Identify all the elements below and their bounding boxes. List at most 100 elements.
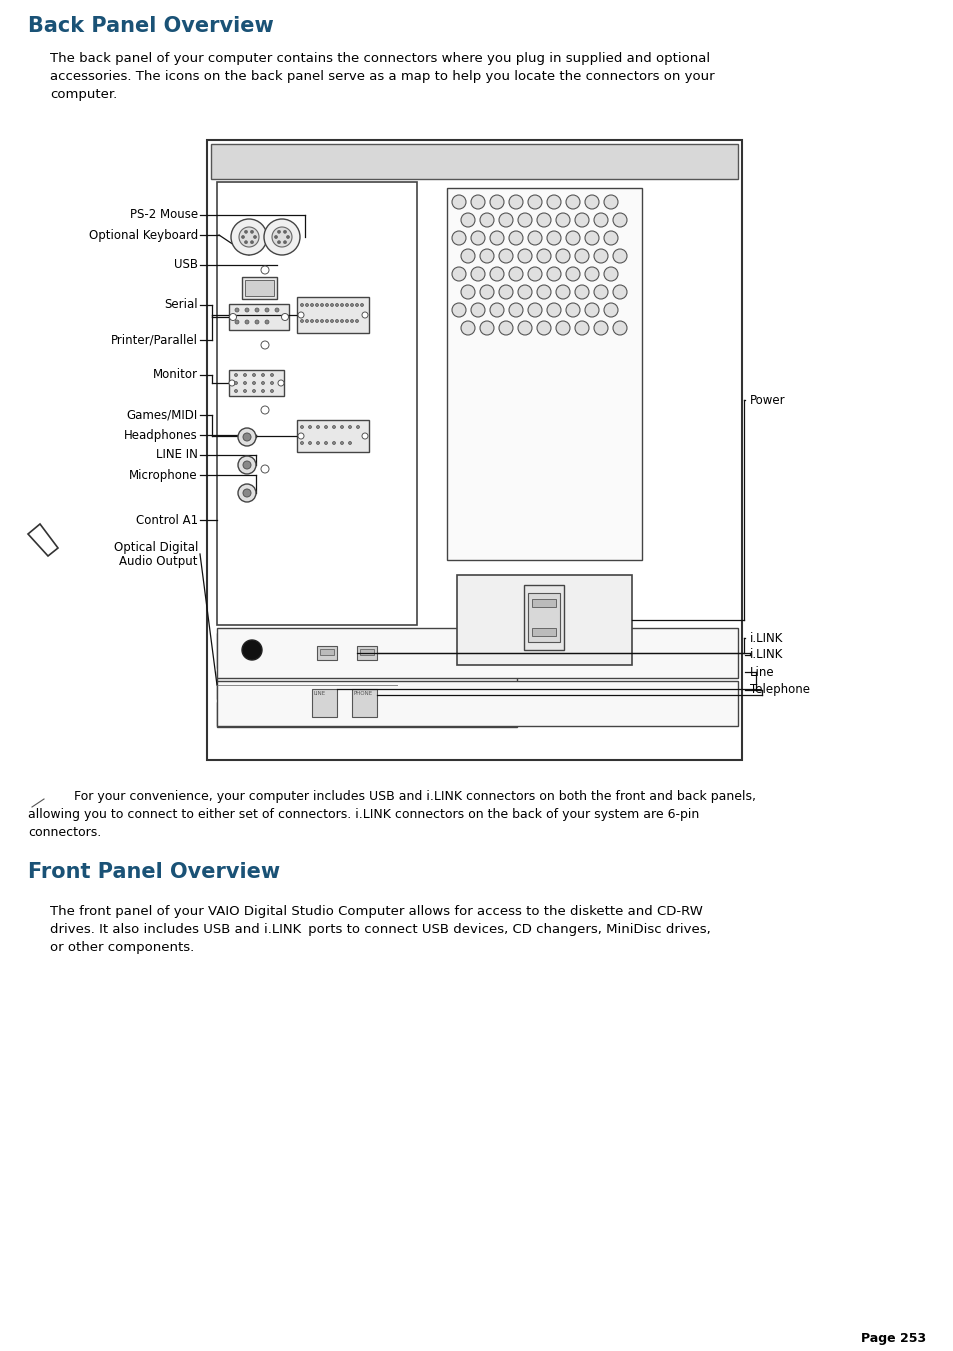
Circle shape [261,373,264,377]
Circle shape [517,322,532,335]
Circle shape [546,303,560,317]
Circle shape [234,389,237,393]
Circle shape [277,230,280,234]
Circle shape [460,249,475,263]
Circle shape [517,285,532,299]
Circle shape [265,320,269,324]
Circle shape [575,213,588,227]
Circle shape [584,267,598,281]
Circle shape [243,461,251,469]
Text: Serial: Serial [164,299,198,312]
Circle shape [556,322,569,335]
Circle shape [565,267,579,281]
Text: Front Panel Overview: Front Panel Overview [28,862,280,882]
Circle shape [350,319,354,323]
Circle shape [471,267,484,281]
Bar [527,593,559,642]
Circle shape [308,442,312,444]
Bar [245,280,274,296]
Circle shape [546,267,560,281]
Circle shape [603,267,618,281]
Circle shape [345,304,348,307]
Circle shape [471,195,484,209]
Circle shape [335,319,338,323]
Bar [216,634,517,667]
Circle shape [509,231,522,245]
Circle shape [237,428,255,446]
Circle shape [613,213,626,227]
Circle shape [251,240,253,243]
Bar [532,598,556,607]
Circle shape [324,426,327,428]
Circle shape [265,308,269,312]
Circle shape [310,304,314,307]
Circle shape [565,303,579,317]
Text: Optical Digital: Optical Digital [113,542,198,554]
Circle shape [340,442,343,444]
Circle shape [348,426,351,428]
Circle shape [274,308,278,312]
Circle shape [584,231,598,245]
Circle shape [261,465,269,473]
Circle shape [490,195,503,209]
Circle shape [452,267,465,281]
Bar [447,188,641,561]
Bar [229,304,289,330]
Circle shape [242,640,262,661]
Circle shape [360,304,363,307]
Circle shape [460,213,475,227]
Circle shape [253,373,255,377]
Circle shape [345,319,348,323]
Circle shape [546,195,560,209]
Bar [316,646,336,661]
Circle shape [305,304,308,307]
Circle shape [297,434,304,439]
Circle shape [271,373,274,377]
Circle shape [460,322,475,335]
Bar [356,646,376,661]
Circle shape [277,240,280,243]
Text: Optional Keyboard: Optional Keyboard [89,228,198,242]
Circle shape [231,219,267,255]
Circle shape [261,407,269,413]
Circle shape [556,285,569,299]
Circle shape [330,304,334,307]
Circle shape [460,285,475,299]
Circle shape [498,249,513,263]
Circle shape [261,389,264,393]
Circle shape [527,267,541,281]
Text: Page 253: Page 253 [860,1332,925,1346]
Circle shape [517,249,532,263]
Circle shape [244,230,247,234]
Text: Audio Output: Audio Output [119,555,198,569]
Circle shape [603,231,618,245]
Bar [229,370,284,396]
Circle shape [251,230,253,234]
Circle shape [537,213,551,227]
Circle shape [603,195,618,209]
Circle shape [261,266,269,274]
Circle shape [356,426,359,428]
Circle shape [244,240,247,243]
Circle shape [316,442,319,444]
Circle shape [261,340,269,349]
Circle shape [229,380,234,386]
Circle shape [575,249,588,263]
Circle shape [498,322,513,335]
Circle shape [243,389,246,393]
Circle shape [355,319,358,323]
Circle shape [325,319,328,323]
Circle shape [527,231,541,245]
Circle shape [243,381,246,385]
Circle shape [297,312,304,317]
Text: or other components.: or other components. [50,942,194,954]
Circle shape [340,304,343,307]
Circle shape [350,304,354,307]
Bar [319,648,334,655]
Circle shape [234,373,237,377]
Text: Power: Power [749,393,785,407]
Text: Telephone: Telephone [749,684,809,697]
Circle shape [271,381,274,385]
Circle shape [603,303,618,317]
Circle shape [305,319,308,323]
